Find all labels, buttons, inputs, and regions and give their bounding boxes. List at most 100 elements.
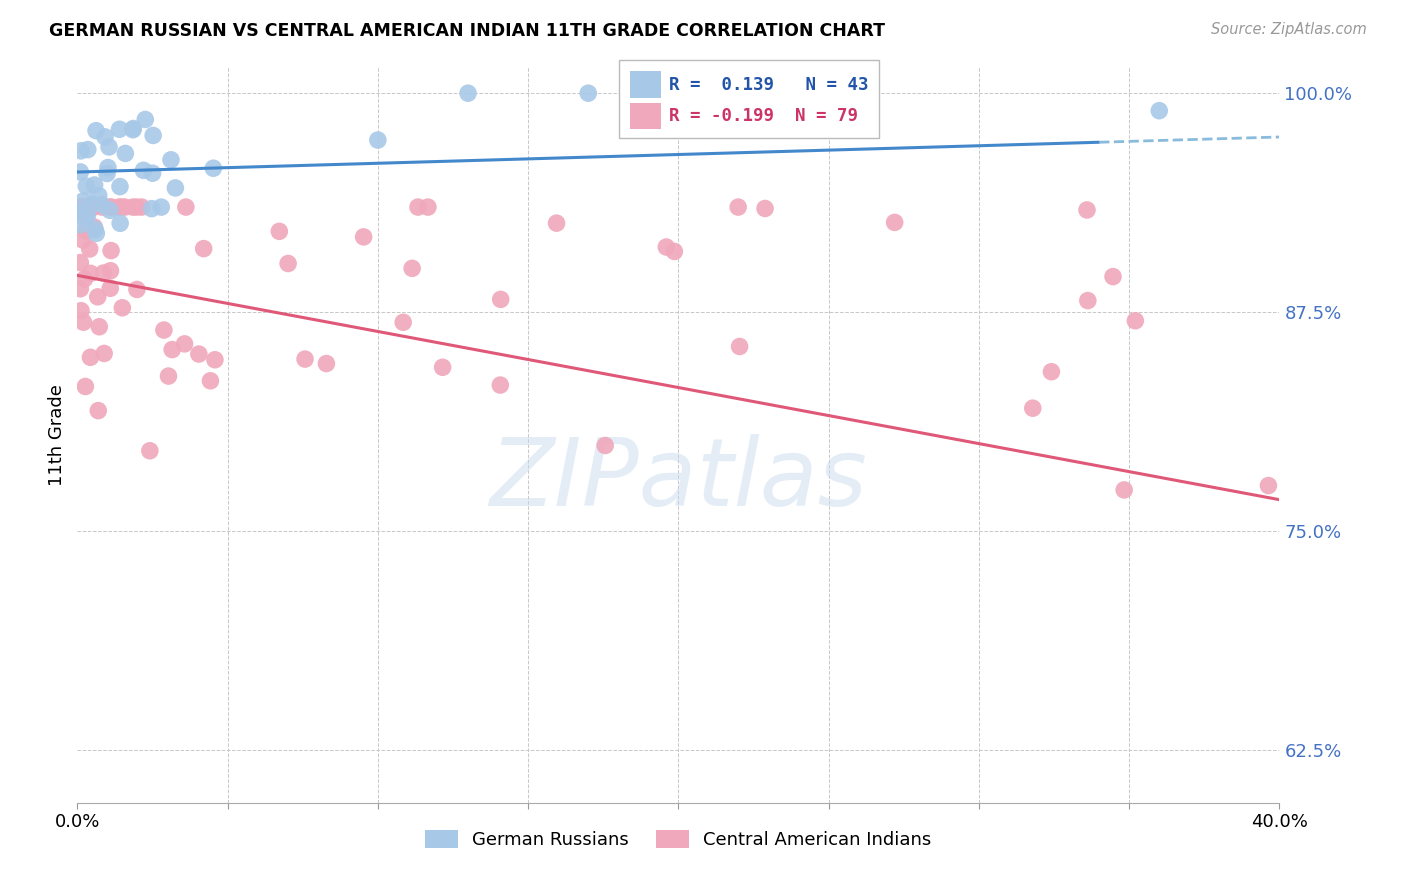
Point [69,165,91,179]
Point [108,216,131,230]
Point [93,266,115,280]
Point [1102,269,1125,284]
Point [69,200,91,214]
Point [108,200,131,214]
Point [727,200,749,214]
Point [142,128,165,143]
Point [98,140,121,154]
Point [83,178,105,192]
Point [1149,103,1171,118]
Point [489,293,512,307]
Point [193,242,215,256]
Point [655,240,678,254]
Point [1077,293,1099,308]
Point [98,200,121,214]
Point [353,230,375,244]
Point [883,215,905,229]
Point [111,301,134,315]
Point [1076,202,1098,217]
Point [406,200,429,214]
Point [125,283,148,297]
Point [72,194,94,208]
Point [593,438,616,452]
Point [204,352,226,367]
Point [94,129,117,144]
Point [150,200,173,214]
Point [134,112,156,127]
Point [132,163,155,178]
Point [79,351,101,365]
Point [416,200,439,214]
Point [131,200,153,214]
Point [121,200,143,214]
Point [576,86,599,100]
Point [141,202,163,216]
Point [728,339,751,353]
Y-axis label: 11th Grade: 11th Grade [48,384,66,486]
Point [100,244,122,258]
Point [111,200,134,214]
Point [70,206,93,220]
Point [664,244,686,259]
Point [72,233,94,247]
Point [75,211,97,226]
Point [75,224,97,238]
Point [76,143,98,157]
Point [1114,483,1136,497]
Point [173,337,195,351]
Point [73,200,96,214]
Point [72,315,94,329]
Point [73,200,96,214]
Point [1022,401,1045,416]
Point [76,209,98,223]
Point [87,188,110,202]
Point [108,122,131,136]
Point [90,197,112,211]
Point [79,200,101,214]
Legend: German Russians, Central American Indians: German Russians, Central American Indian… [418,822,939,856]
Point [277,256,299,270]
Point [100,264,122,278]
Point [87,403,110,417]
Point [202,161,225,176]
Point [367,133,389,147]
Point [75,379,97,393]
Point [77,200,100,214]
Point [432,360,454,375]
Point [200,374,222,388]
Point [153,323,176,337]
Point [79,242,101,256]
Point [69,255,91,269]
Point [160,153,183,167]
Point [69,207,91,221]
Point [401,261,423,276]
Point [114,146,136,161]
Point [187,347,209,361]
Point [98,281,121,295]
Point [392,315,415,329]
Point [125,200,148,214]
Point [160,343,183,357]
Point [157,369,180,384]
Point [122,121,145,136]
Point [83,200,105,214]
Point [93,346,115,360]
Point [294,352,316,367]
Text: R =  0.139   N = 43: R = 0.139 N = 43 [669,76,869,94]
Point [70,200,93,214]
Point [1123,314,1146,328]
Point [83,220,105,235]
Point [1040,365,1063,379]
Point [754,202,776,216]
Point [98,203,121,218]
Point [489,378,512,392]
Point [84,222,107,236]
Point [70,144,93,158]
Point [89,319,111,334]
Point [114,200,136,214]
Point [165,181,187,195]
Point [82,197,104,211]
Point [269,224,291,238]
Point [727,86,749,100]
Point [69,282,91,296]
